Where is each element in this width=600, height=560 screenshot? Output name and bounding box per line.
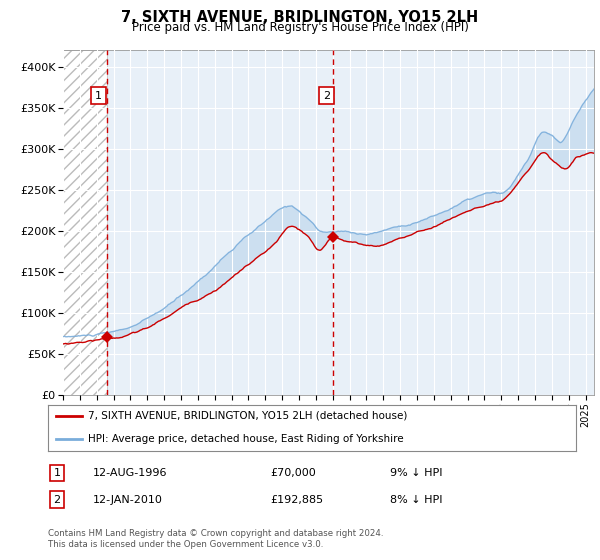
Text: 1: 1: [95, 91, 102, 100]
Text: HPI: Average price, detached house, East Riding of Yorkshire: HPI: Average price, detached house, East…: [88, 434, 403, 444]
Text: Price paid vs. HM Land Registry's House Price Index (HPI): Price paid vs. HM Land Registry's House …: [131, 21, 469, 34]
Text: 12-JAN-2010: 12-JAN-2010: [93, 494, 163, 505]
Bar: [63, 50, 107, 395]
Text: £192,885: £192,885: [270, 494, 323, 505]
Text: 2: 2: [323, 91, 330, 100]
Text: Contains HM Land Registry data © Crown copyright and database right 2024.
This d: Contains HM Land Registry data © Crown c…: [48, 529, 383, 549]
Text: 8% ↓ HPI: 8% ↓ HPI: [390, 494, 443, 505]
Text: 1: 1: [53, 468, 61, 478]
Text: 9% ↓ HPI: 9% ↓ HPI: [390, 468, 443, 478]
Text: 7, SIXTH AVENUE, BRIDLINGTON, YO15 2LH: 7, SIXTH AVENUE, BRIDLINGTON, YO15 2LH: [121, 10, 479, 25]
Text: £70,000: £70,000: [270, 468, 316, 478]
Text: 2: 2: [53, 494, 61, 505]
Text: 12-AUG-1996: 12-AUG-1996: [93, 468, 167, 478]
Text: 7, SIXTH AVENUE, BRIDLINGTON, YO15 2LH (detached house): 7, SIXTH AVENUE, BRIDLINGTON, YO15 2LH (…: [88, 411, 407, 421]
